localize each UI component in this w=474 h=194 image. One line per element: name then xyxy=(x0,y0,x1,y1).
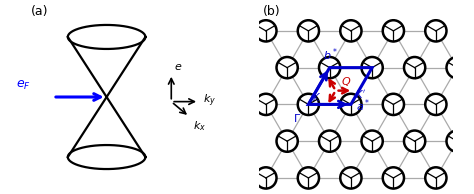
Circle shape xyxy=(425,20,447,42)
Circle shape xyxy=(340,94,362,115)
Circle shape xyxy=(383,20,404,42)
Text: (b): (b) xyxy=(263,5,281,18)
Circle shape xyxy=(362,131,383,152)
Circle shape xyxy=(298,20,319,42)
Circle shape xyxy=(298,94,319,115)
Text: e: e xyxy=(175,62,182,72)
Circle shape xyxy=(404,57,425,78)
Text: $e_F$: $e_F$ xyxy=(16,79,31,92)
Circle shape xyxy=(447,57,468,78)
Circle shape xyxy=(404,131,425,152)
Text: $k_x$: $k_x$ xyxy=(193,120,206,133)
Circle shape xyxy=(383,94,404,115)
Circle shape xyxy=(255,20,276,42)
Text: $Q$: $Q$ xyxy=(341,75,352,88)
Text: $K'$: $K'$ xyxy=(355,88,365,100)
Circle shape xyxy=(276,131,298,152)
Text: $b^*$: $b^*$ xyxy=(323,46,338,63)
Circle shape xyxy=(255,94,276,115)
Text: $K$: $K$ xyxy=(312,91,321,103)
Circle shape xyxy=(319,131,340,152)
Circle shape xyxy=(340,167,362,189)
Circle shape xyxy=(383,167,404,189)
Circle shape xyxy=(340,20,362,42)
Circle shape xyxy=(298,167,319,189)
Text: $k_y$: $k_y$ xyxy=(203,93,216,109)
Circle shape xyxy=(276,57,298,78)
Circle shape xyxy=(447,131,468,152)
Circle shape xyxy=(362,57,383,78)
Text: $\Gamma$: $\Gamma$ xyxy=(293,112,301,124)
Text: $a^*$: $a^*$ xyxy=(356,97,371,114)
Circle shape xyxy=(319,57,340,78)
Circle shape xyxy=(255,167,276,189)
Circle shape xyxy=(425,94,447,115)
Text: (a): (a) xyxy=(31,5,48,18)
Circle shape xyxy=(425,167,447,189)
